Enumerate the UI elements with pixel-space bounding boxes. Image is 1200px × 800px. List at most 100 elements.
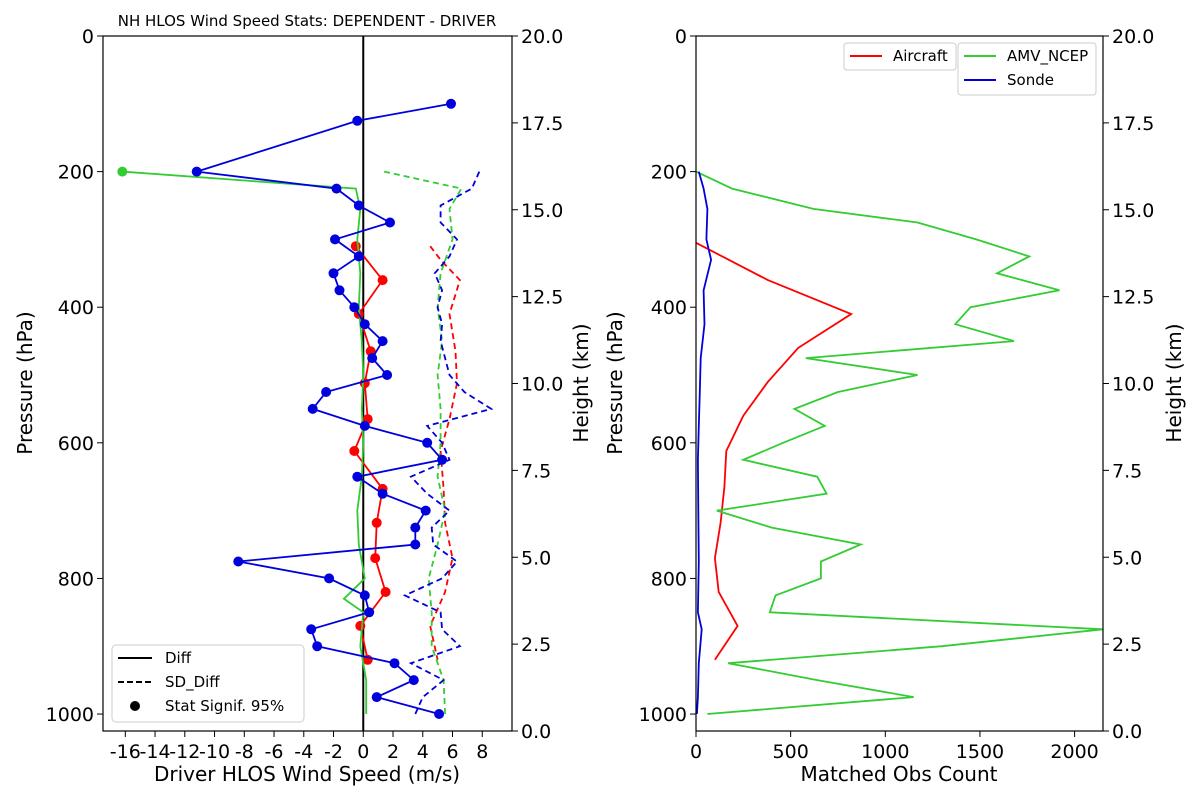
sonde-signif-point <box>352 115 363 126</box>
sonde-signif-point <box>359 319 370 330</box>
legend-diff-label: Diff <box>165 649 192 667</box>
sonde-signif-point <box>353 200 364 211</box>
left-y2-tick-label: 17.5 <box>521 113 563 135</box>
right-y2-tick-label: 15.0 <box>1112 200 1154 222</box>
right-y2-axis-label: Height (km) <box>1162 323 1186 442</box>
left-x-tick-label: -16 <box>110 741 141 763</box>
left-y2-tick-label: 10.0 <box>521 374 563 396</box>
right-chart-panel: 0 500 1000 1500 2000 0 200 400 600 800 1000 0.0 2.5 5… <box>603 26 1186 786</box>
right-y2-tick-label: 10.0 <box>1112 374 1154 396</box>
sonde-signif-point <box>434 709 445 719</box>
left-y2-axis-label: Height (km) <box>569 323 593 442</box>
left-x-tick-label: -2 <box>324 741 343 763</box>
sonde-signif-point <box>353 251 364 262</box>
left-y-tick-label: 800 <box>58 568 94 590</box>
right-y-tick-label: 0 <box>675 26 687 48</box>
sonde-signif-point <box>364 607 375 618</box>
legend-signif-marker <box>130 701 140 711</box>
sonde-signif-point <box>324 573 335 584</box>
aircraft-signif-point <box>350 241 361 252</box>
right-y2-tick-label: 12.5 <box>1112 287 1154 309</box>
sonde-signif-point <box>367 353 378 364</box>
legend-sd-diff-label: SD_Diff <box>165 673 220 692</box>
left-y-tick-label: 0 <box>82 26 94 48</box>
left-y-tick-label: 600 <box>58 433 94 455</box>
left-y2-tick-label: 5.0 <box>521 547 551 569</box>
right-x-axis-label: Matched Obs Count <box>801 762 998 786</box>
left-y2-tick-label: 2.5 <box>521 634 551 656</box>
right-x-tick-label: 0 <box>690 741 702 763</box>
right-y2-tick-label: 7.5 <box>1112 460 1142 482</box>
sonde-signif-point <box>307 403 318 414</box>
legend-amv-label: AMV_NCEP <box>1007 47 1088 66</box>
left-x-axis-label: Driver HLOS Wind Speed (m/s) <box>154 762 460 786</box>
sonde-signif-point <box>334 285 345 296</box>
sonde-signif-point <box>330 234 340 245</box>
left-x-tick-label: 4 <box>417 741 429 763</box>
sonde-signif-point <box>359 420 370 431</box>
sonde-signif-point <box>377 488 388 499</box>
right-x-tick-label: 1000 <box>861 741 909 763</box>
right-legend: Aircraft AMV_NCEP Sonde <box>843 42 1097 96</box>
aircraft-signif-point <box>355 620 366 631</box>
left-y2-tick-label: 12.5 <box>521 287 563 309</box>
sonde-signif-point <box>377 336 388 347</box>
left-x-tick-label: -12 <box>169 741 200 763</box>
legend-aircraft-label: Aircraft <box>893 47 948 65</box>
left-y2-tick-label: 15.0 <box>521 200 563 222</box>
sonde-signif-point <box>410 522 421 533</box>
sonde-signif-point <box>410 539 421 550</box>
amv-ncep-count-line <box>695 170 1104 715</box>
sonde-signif-point <box>385 217 395 228</box>
sonde-signif-point <box>422 437 433 448</box>
left-x-tick-label: -6 <box>265 741 284 763</box>
sonde-signif-point <box>328 268 339 279</box>
legend-signif-label: Stat Signif. 95% <box>165 697 284 715</box>
left-x-tick-label: -4 <box>294 741 313 763</box>
aircraft-signif-point <box>370 553 381 564</box>
sonde-signif-point <box>389 658 400 669</box>
left-legend: Diff SD_Diff Stat Signif. 95% <box>111 644 305 723</box>
right-y-tick-label: 200 <box>651 162 687 184</box>
sonde-signif-point <box>233 556 244 567</box>
sonde-signif-point <box>321 387 332 397</box>
aircraft-signif-point <box>377 275 388 286</box>
aircraft-sd-diff-line <box>429 245 461 660</box>
amv-ncep-diff-line <box>122 170 368 714</box>
left-x-tick-label: 0 <box>357 741 369 763</box>
left-y-tick-label: 400 <box>58 297 94 319</box>
amv-ncep-sd-diff-line <box>383 170 463 715</box>
left-chart-panel: NH HLOS Wind Speed Stats: DEPENDENT - DR… <box>13 12 593 786</box>
sonde-signif-point <box>359 590 370 601</box>
right-y-tick-label: 600 <box>651 433 687 455</box>
right-x-tick-label: 2000 <box>1050 741 1098 763</box>
aircraft-signif-point <box>380 587 391 597</box>
sonde-signif-point <box>352 471 363 482</box>
sonde-signif-point <box>408 675 419 686</box>
left-x-tick-label: 2 <box>387 741 399 763</box>
amv-ncep-signif-point <box>117 166 128 177</box>
right-x-tick-label: 500 <box>773 741 809 763</box>
left-chart-title: NH HLOS Wind Speed Stats: DEPENDENT - DR… <box>118 12 497 30</box>
right-y2-tick-label: 2.5 <box>1112 634 1142 656</box>
sonde-signif-point <box>306 624 317 635</box>
left-x-tick-label: 8 <box>476 741 488 763</box>
left-x-tick-label: -10 <box>199 741 230 763</box>
sonde-signif-point <box>446 98 456 109</box>
sonde-signif-point <box>312 641 323 652</box>
sonde-signif-point <box>371 692 382 703</box>
sonde-signif-point <box>382 370 393 380</box>
left-y2-tick-label: 7.5 <box>521 460 551 482</box>
right-y2-tick-label: 0.0 <box>1112 721 1142 743</box>
left-y2-tick-label: 0.0 <box>521 721 551 743</box>
right-y-tick-label: 1000 <box>639 704 687 726</box>
sonde-signif-point <box>420 505 431 516</box>
left-x-tick-label: -8 <box>235 741 254 763</box>
right-y2-tick-label: 17.5 <box>1112 113 1154 135</box>
right-x-tick-label: 1500 <box>956 741 1004 763</box>
left-x-tick-label: 6 <box>446 741 458 763</box>
sonde-signif-point <box>437 454 448 465</box>
aircraft-signif-point <box>371 517 382 528</box>
sonde-count-line <box>696 171 713 715</box>
